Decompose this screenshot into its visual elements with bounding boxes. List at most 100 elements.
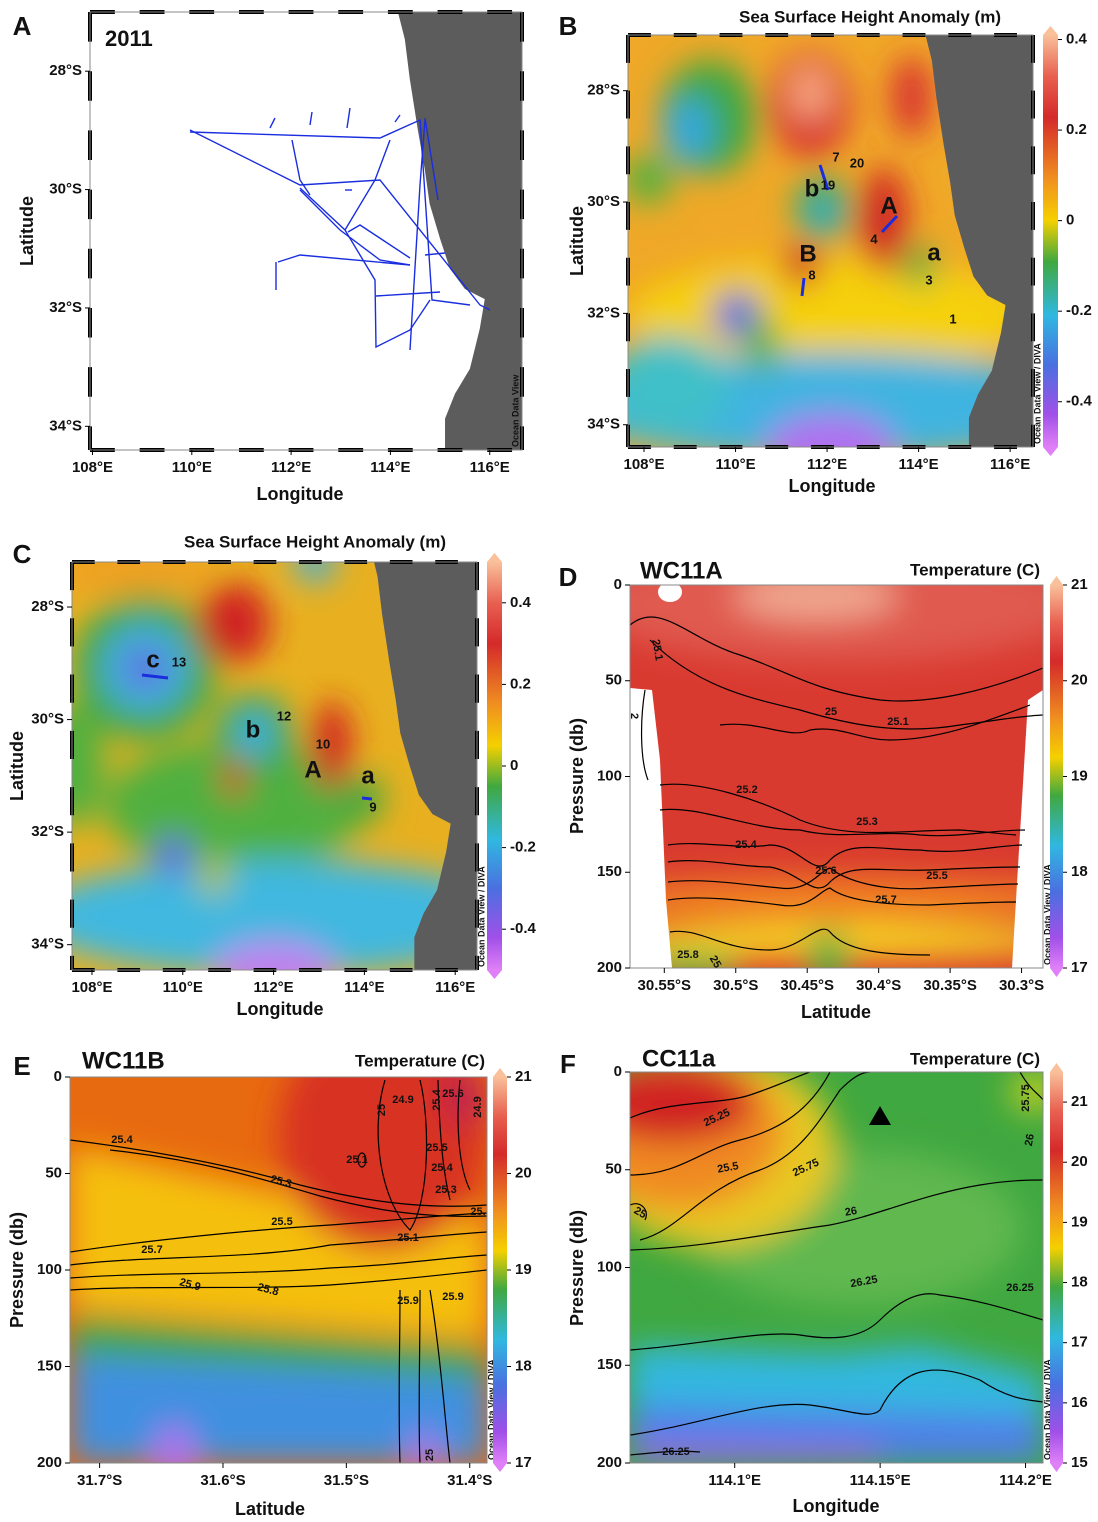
panel-letter: C bbox=[13, 539, 32, 569]
panel-title: CC11a bbox=[642, 1045, 716, 1072]
panel-letter: E bbox=[13, 1051, 30, 1081]
y-tick-label: 28°S bbox=[49, 62, 82, 79]
y-tick-label: 32°S bbox=[49, 299, 82, 316]
x-tick-label: 108°E bbox=[71, 979, 112, 996]
colorbar-tick-label: 19 bbox=[1071, 767, 1088, 784]
contour-label: 25.4 bbox=[111, 1134, 133, 1146]
x-tick-label: 116°E bbox=[435, 979, 475, 996]
x-tick-label: 31.6°S bbox=[200, 1472, 245, 1489]
x-tick-label: 31.5°S bbox=[324, 1472, 369, 1489]
colorbar-tick-label: 0 bbox=[510, 757, 518, 774]
y-tick-label: 50 bbox=[45, 1164, 62, 1181]
field-blob bbox=[52, 546, 214, 595]
y-tick-label: 50 bbox=[605, 672, 622, 689]
panel-title: 2011 bbox=[105, 26, 153, 51]
panel-title: WC11A bbox=[640, 557, 723, 584]
annotation: b bbox=[246, 716, 261, 743]
y-tick-label: 150 bbox=[597, 863, 622, 880]
annotation: A bbox=[304, 756, 321, 783]
x-tick-label: 114.15°E bbox=[850, 1472, 911, 1489]
panel-title: WC11B bbox=[82, 1047, 165, 1074]
colorbar-tick-label: 0.2 bbox=[1066, 121, 1087, 138]
x-tick-label: 110°E bbox=[715, 456, 755, 473]
colorbar-tick-label: -0.2 bbox=[510, 839, 536, 856]
colorbar-arrow bbox=[1050, 968, 1063, 977]
colorbar-arrow bbox=[493, 1068, 507, 1077]
annotation: b bbox=[805, 175, 820, 202]
transect bbox=[802, 278, 804, 296]
x-tick-label: 110°E bbox=[172, 459, 212, 476]
colorbar-arrow bbox=[1043, 447, 1058, 456]
field-blob bbox=[153, 1424, 195, 1486]
contour-label: 25.7 bbox=[875, 894, 896, 906]
x-tick-label: 30.45°S bbox=[780, 977, 834, 994]
x-tick-label: 116°E bbox=[470, 459, 510, 476]
contour-label: 25.75 bbox=[1020, 1084, 1032, 1112]
field-blob bbox=[198, 856, 230, 897]
colorbar-tick-label: 18 bbox=[1071, 1274, 1088, 1291]
colorbar bbox=[1050, 1072, 1063, 1463]
y-axis-label: Pressure (db) bbox=[567, 718, 587, 834]
contour-label: 25 bbox=[424, 1449, 436, 1461]
y-tick-label: 34°S bbox=[49, 417, 82, 434]
y-tick-label: 28°S bbox=[31, 598, 64, 615]
y-tick-label: 50 bbox=[605, 1161, 622, 1178]
colorbar-title: Sea Surface Height Anomaly (m) bbox=[184, 532, 446, 551]
contour-label: 25.1 bbox=[887, 716, 908, 728]
y-axis-label: Pressure (db) bbox=[7, 1212, 27, 1328]
annotation: A bbox=[880, 192, 897, 219]
field-blob bbox=[859, 167, 908, 274]
contour-label: 25.5 bbox=[271, 1216, 292, 1228]
field-blob bbox=[733, 574, 898, 620]
contour-label: 25.9 bbox=[397, 1295, 418, 1307]
contour-label: 25.6 bbox=[815, 865, 836, 877]
y-tick-label: 30°S bbox=[49, 181, 82, 198]
colorbar-tick-label: 0.4 bbox=[510, 594, 532, 611]
y-tick-label: 28°S bbox=[587, 82, 620, 99]
annotation: 13 bbox=[172, 654, 186, 669]
annotation: a bbox=[361, 762, 375, 789]
contour-label: 25.9 bbox=[442, 1291, 463, 1303]
colorbar bbox=[487, 562, 502, 970]
colorbar-tick-label: 20 bbox=[1071, 1153, 1088, 1170]
colorbar-tick-label: 18 bbox=[1071, 863, 1088, 880]
x-tick-label: 30.4°S bbox=[856, 977, 901, 994]
x-axis-label: Longitude bbox=[793, 1496, 880, 1516]
y-tick-label: 34°S bbox=[31, 936, 64, 953]
annotation: 12 bbox=[277, 708, 291, 723]
colorbar-tick-label: 20 bbox=[515, 1164, 532, 1181]
colorbar-arrow bbox=[493, 1463, 507, 1472]
field-blob bbox=[222, 758, 246, 799]
x-axis-label: Latitude bbox=[235, 1499, 305, 1519]
x-tick-label: 30.35°S bbox=[923, 977, 977, 994]
panel-letter: B bbox=[559, 11, 578, 41]
x-tick-label: 112°E bbox=[253, 979, 293, 996]
colorbar-tick-label: 17 bbox=[515, 1454, 532, 1471]
credit: Ocean Data View / DIVA bbox=[1032, 343, 1042, 444]
annotation: 1 bbox=[949, 311, 956, 326]
contour-label: 25.2 bbox=[736, 784, 757, 796]
x-tick-label: 110°E bbox=[163, 979, 203, 996]
panel-field bbox=[567, 7, 1098, 480]
contour-label: 25.3 bbox=[856, 816, 877, 828]
field-blob bbox=[624, 154, 673, 203]
annotation: 20 bbox=[850, 155, 864, 170]
y-tick-label: 100 bbox=[597, 1258, 622, 1275]
x-tick-label: 114°E bbox=[370, 459, 410, 476]
x-axis-label: Longitude bbox=[257, 484, 344, 504]
y-tick-label: 200 bbox=[597, 959, 622, 976]
colorbar-tick-label: 0 bbox=[1066, 212, 1074, 229]
colorbar-tick-label: 18 bbox=[515, 1357, 532, 1374]
y-tick-label: 0 bbox=[614, 1063, 622, 1080]
colorbar-arrow bbox=[1050, 1063, 1063, 1072]
x-tick-label: 112°E bbox=[271, 459, 311, 476]
contour-label: 25.8 bbox=[677, 949, 698, 961]
contour-label: 25.3 bbox=[435, 1184, 456, 1196]
credit: Ocean Data View bbox=[510, 374, 520, 447]
colorbar-arrow bbox=[1050, 1463, 1063, 1472]
y-tick-label: 0 bbox=[54, 1068, 62, 1085]
y-tick-label: 34°S bbox=[587, 416, 620, 433]
colorbar-arrow bbox=[1043, 26, 1058, 35]
contour-label: 26.25 bbox=[1006, 1282, 1034, 1294]
panel-field bbox=[70, 1019, 487, 1486]
